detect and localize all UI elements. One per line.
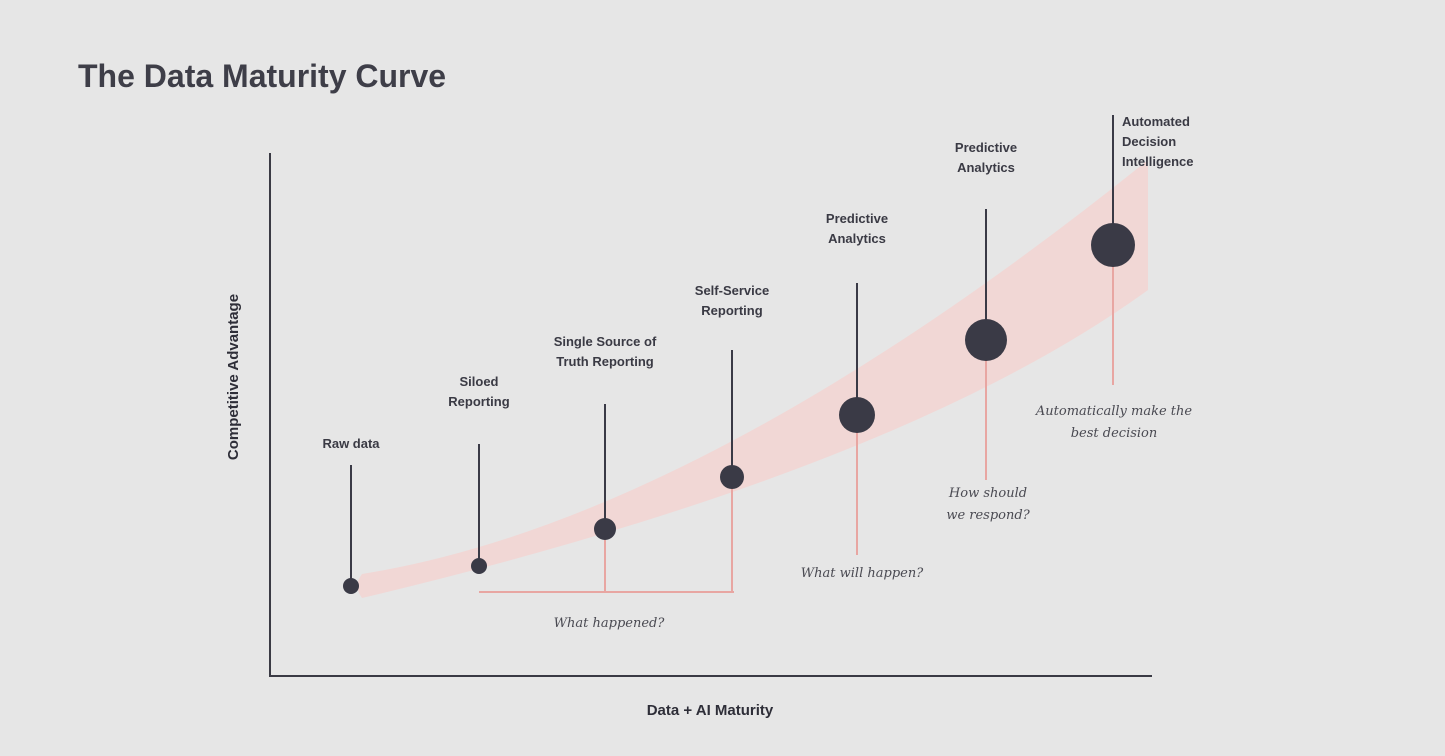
stage-marker: [471, 558, 487, 574]
stage-label: Predictive: [955, 140, 1017, 155]
stage-automated-decision-intelligence: Automated Decision Intelligence: [1091, 114, 1194, 385]
stage-label: Predictive: [826, 211, 888, 226]
stage-marker: [965, 319, 1007, 361]
stage-marker: [839, 397, 875, 433]
stage-label: Raw data: [322, 436, 380, 451]
stage-predictive-analytics-1: Predictive Analytics: [826, 211, 888, 555]
stage-label: Self-Service: [695, 283, 769, 298]
stage-siloed-reporting: Siloed Reporting: [448, 374, 510, 574]
question-text: Automatically make the: [1035, 404, 1192, 419]
question-text: What happened?: [554, 616, 666, 631]
stage-label: Analytics: [957, 160, 1015, 175]
stage-marker: [594, 518, 616, 540]
stage-marker: [343, 578, 359, 594]
stage-label: Intelligence: [1122, 154, 1194, 169]
question-what-happened: What happened?: [554, 616, 666, 631]
stage-label: Reporting: [701, 303, 762, 318]
question-text: we respond?: [946, 508, 1030, 523]
x-axis-label: Data + AI Maturity: [647, 702, 774, 719]
y-axis-label: Competitive Advantage: [225, 294, 242, 460]
page-title: The Data Maturity Curve: [78, 58, 446, 94]
question-automatically-make-best-decision: Automatically make the best decision: [1035, 404, 1192, 441]
stage-label: Analytics: [828, 231, 886, 246]
stages-layer: Raw data Siloed Reporting Single Source of T…: [322, 114, 1194, 594]
stage-label: Truth Reporting: [556, 354, 654, 369]
stage-marker: [720, 465, 744, 489]
stage-single-source-of-truth: Single Source of Truth Reporting: [554, 334, 657, 592]
question-text: How should: [948, 486, 1027, 501]
stage-self-service-reporting: Self-Service Reporting: [695, 283, 769, 592]
stage-label: Siloed: [459, 374, 498, 389]
stage-label: Reporting: [448, 394, 509, 409]
stage-raw-data: Raw data: [322, 436, 380, 594]
question-how-should-we-respond: How should we respond?: [946, 486, 1030, 523]
stage-label: Decision: [1122, 134, 1176, 149]
stage-label: Automated: [1122, 114, 1190, 129]
questions-layer: What happened? What will happen? How shoul…: [554, 404, 1193, 631]
stage-label: Single Source of: [554, 334, 657, 349]
question-text: best decision: [1071, 426, 1158, 441]
stage-predictive-analytics-2: Predictive Analytics: [955, 140, 1017, 480]
stage-marker: [1091, 223, 1135, 267]
question-text: What will happen?: [801, 566, 924, 581]
maturity-band: [357, 160, 1148, 598]
question-what-will-happen: What will happen?: [801, 566, 924, 581]
